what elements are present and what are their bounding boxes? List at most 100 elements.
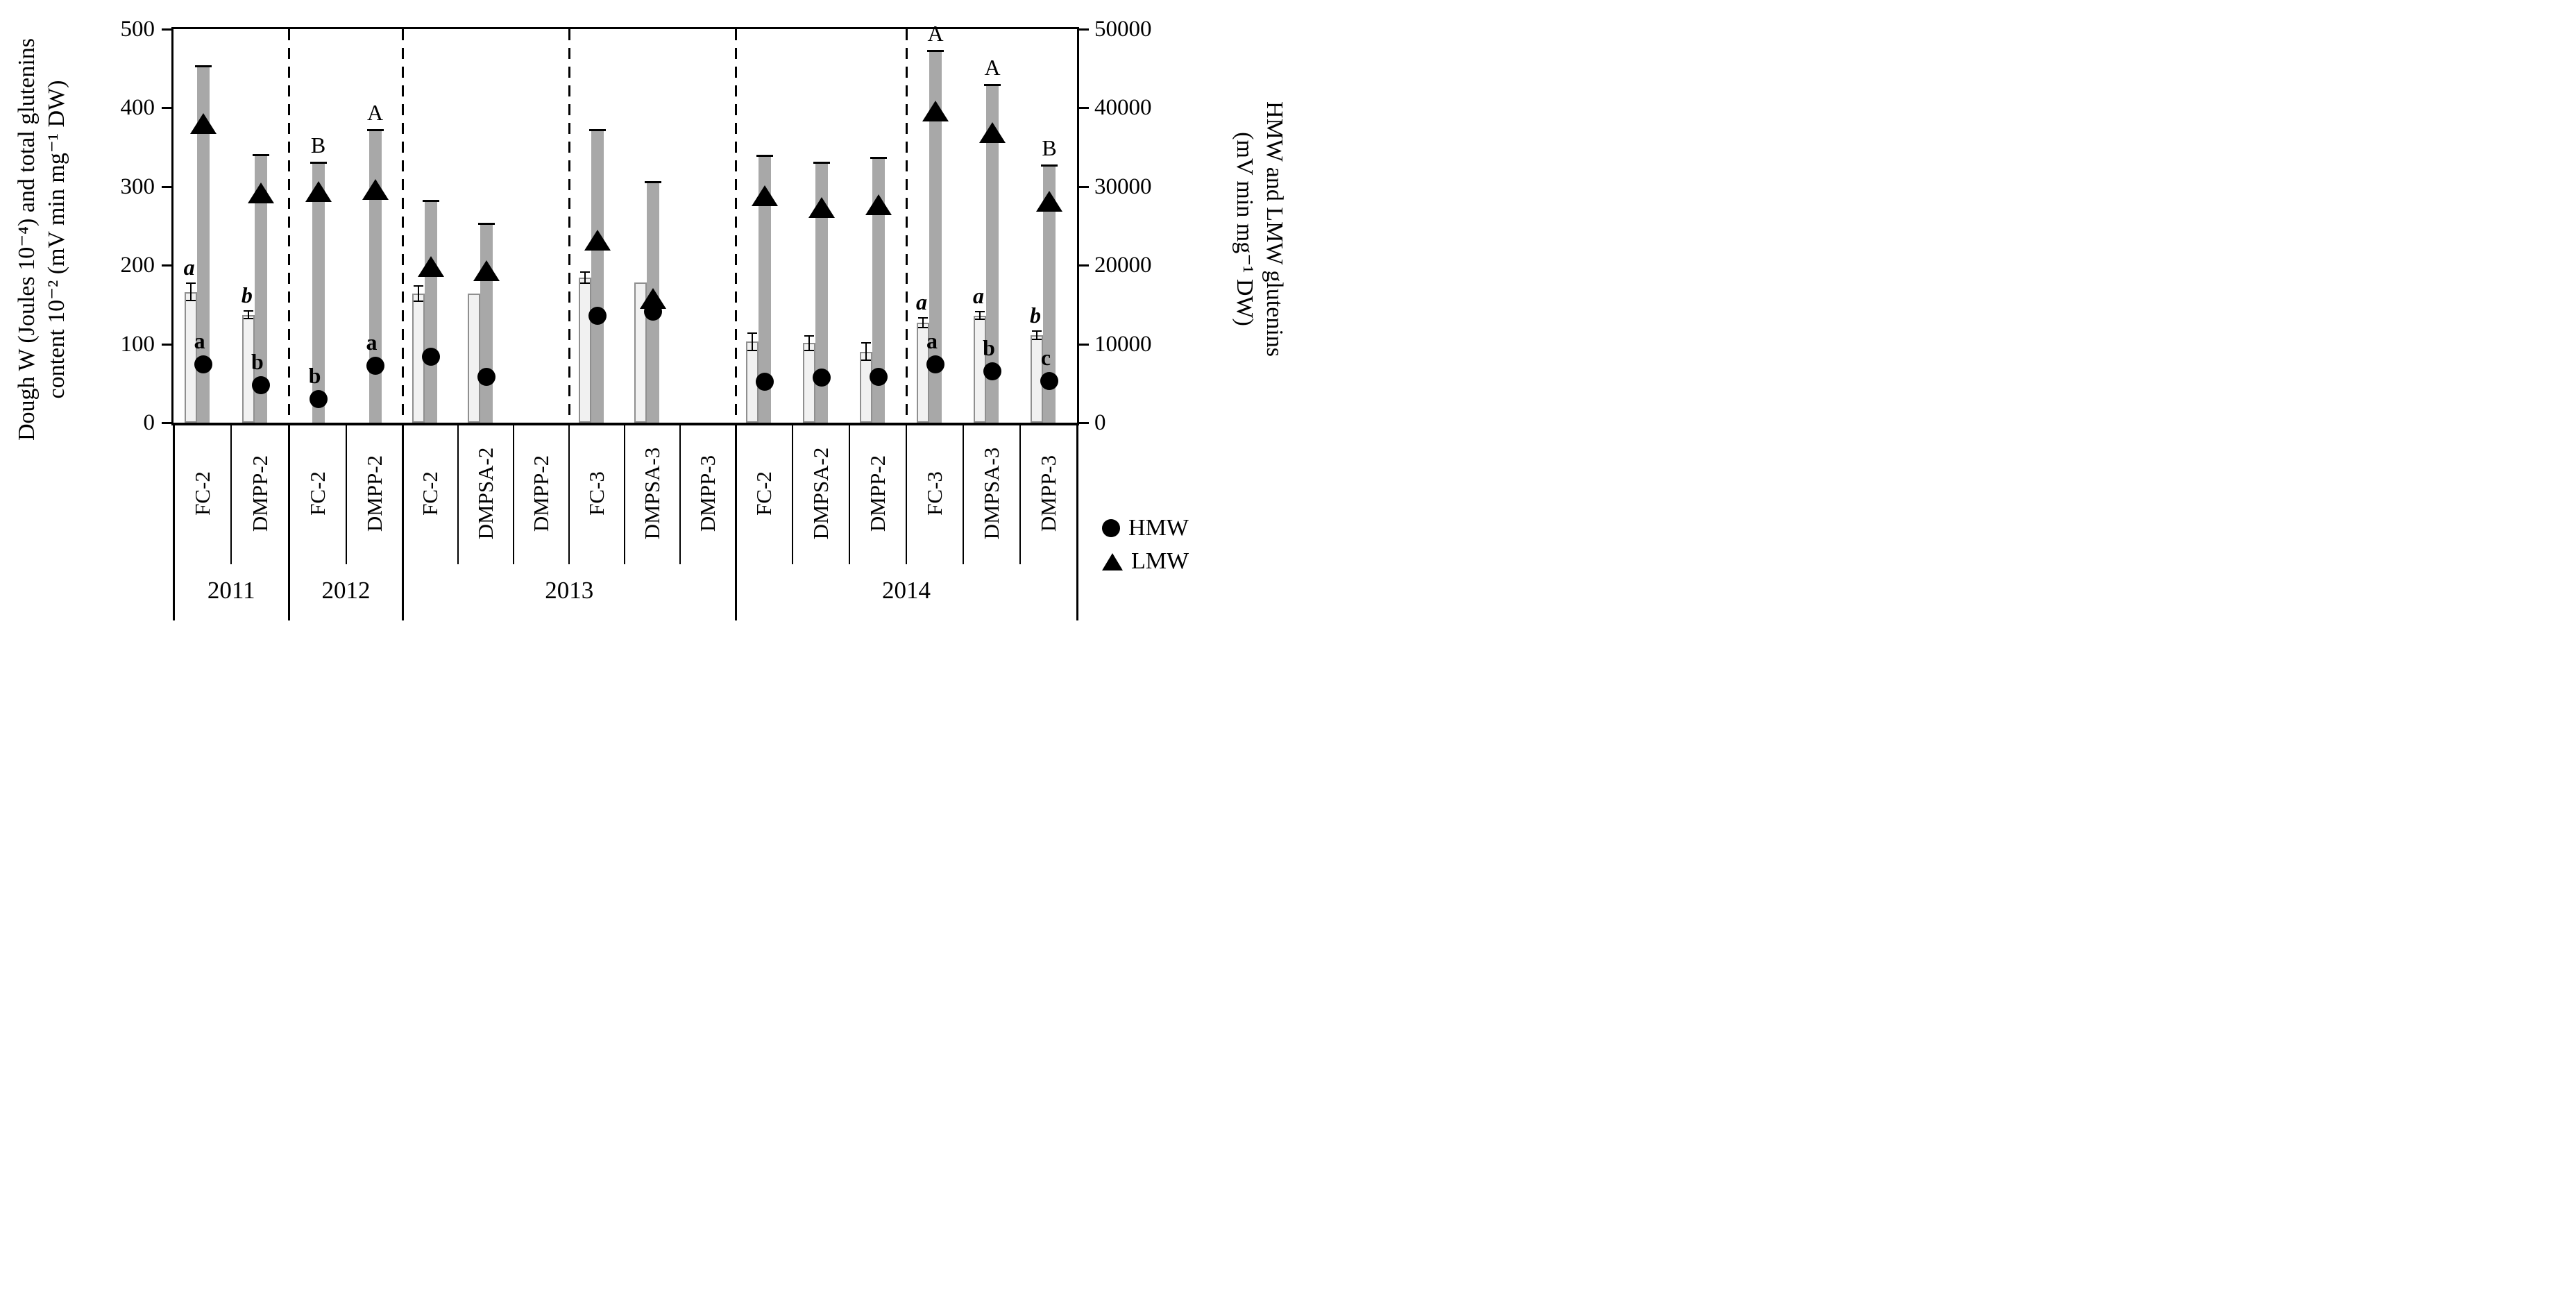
right-axis-tick	[1079, 264, 1089, 267]
lmw-marker	[865, 194, 892, 215]
error-bar	[865, 343, 867, 361]
total-glutenins-bar	[591, 129, 604, 423]
error-bar	[1036, 331, 1037, 339]
total-glutenins-bar	[480, 223, 493, 423]
year-separator	[734, 423, 737, 620]
right-axis-tick	[1079, 107, 1089, 109]
hmw-marker	[366, 357, 384, 375]
lmw-marker	[808, 197, 835, 219]
right-axis-tick-label: 0	[1094, 410, 1106, 435]
left-axis-tick-label: 500	[120, 16, 155, 42]
right-axis-tick-label: 20000	[1094, 253, 1152, 278]
category-label: DMPSA-3	[640, 447, 665, 540]
right-axis-tick-label: 40000	[1094, 95, 1152, 120]
dough-w-letter: a	[183, 255, 195, 280]
year-separator	[1076, 423, 1078, 620]
category-separator	[513, 423, 515, 564]
error-bar-cap-bottom	[1032, 338, 1042, 340]
category-label: FC-2	[305, 471, 330, 516]
legend: HMW LMW	[1102, 515, 1189, 575]
category-label: FC-2	[189, 471, 214, 516]
category-separator	[457, 423, 459, 564]
lmw-marker	[247, 182, 274, 203]
series-dashed-separator	[905, 28, 908, 423]
category-label: FC-2	[418, 471, 443, 516]
lmw-triangle-icon	[1102, 552, 1123, 570]
error-bar	[418, 285, 420, 302]
error-bar	[247, 310, 249, 319]
dough-w-bar	[579, 278, 592, 423]
left-axis-tick	[162, 264, 171, 267]
hmw-marker	[756, 372, 774, 391]
total-glutenins-letter: A	[366, 99, 384, 125]
category-label: DMPSA-2	[473, 447, 498, 540]
error-bar	[189, 283, 192, 301]
hmw-circle-icon	[1102, 519, 1120, 537]
total-glutenins-bar-cap	[310, 162, 327, 164]
left-axis-title-line1: Dough W (Joules 10⁻⁴) and total glutenin…	[14, 37, 40, 441]
year-dashed-separator	[288, 28, 290, 423]
left-axis-title-line2: content 10⁻² (mV min mg⁻¹ DW)	[44, 80, 69, 399]
lmw-marker	[189, 112, 217, 134]
legend-item-hmw: HMW	[1102, 515, 1189, 541]
error-bar-cap-bottom	[747, 349, 757, 351]
total-glutenins-bar-cap	[252, 154, 269, 157]
hmw-marker	[1040, 371, 1058, 390]
hmw-letter: a	[366, 330, 378, 355]
left-axis-tick	[162, 28, 171, 31]
error-bar-cap-top	[861, 342, 871, 344]
total-glutenins-bar	[759, 155, 771, 423]
total-glutenins-letter: B	[310, 133, 326, 158]
category-label: FC-3	[584, 471, 609, 516]
category-label: DMPSA-3	[979, 447, 1003, 540]
year-label: 2013	[545, 577, 594, 604]
hmw-marker	[926, 355, 944, 373]
error-bar-cap-bottom	[975, 319, 985, 321]
category-separator	[906, 423, 907, 564]
error-bar	[584, 272, 586, 284]
error-bar-cap-top	[580, 271, 591, 273]
category-separator	[568, 423, 570, 564]
hmw-letter: c	[1040, 344, 1051, 370]
year-dashed-separator	[402, 28, 404, 423]
hmw-letter: b	[983, 335, 995, 361]
dough-w-letter: a	[973, 282, 984, 308]
total-glutenins-bar-cap	[478, 222, 495, 225]
error-bar	[808, 336, 810, 350]
total-glutenins-bar	[929, 51, 942, 423]
total-glutenins-letter: B	[1042, 135, 1057, 160]
year-separator	[172, 423, 175, 620]
right-axis-tick	[1079, 422, 1089, 424]
total-glutenins-bar-cap	[366, 128, 384, 131]
left-axis-tick-label: 200	[120, 253, 155, 278]
hmw-letter: a	[926, 328, 938, 353]
year-dashed-separator	[734, 28, 737, 423]
total-glutenins-bar-cap	[1041, 164, 1058, 167]
lmw-marker	[584, 229, 611, 251]
dough-w-bar	[803, 343, 815, 423]
error-bar	[752, 332, 753, 350]
total-glutenins-bar-cap	[645, 180, 662, 183]
glutenins-dough-chart: 0 0 100 10000 200 20000 300 30000 400 40000 500 500…	[0, 0, 1288, 651]
error-bar-cap-bottom	[918, 326, 928, 328]
dough-w-letter: b	[1030, 303, 1041, 328]
legend-label-hmw: HMW	[1128, 515, 1189, 541]
total-glutenins-bar	[254, 155, 267, 423]
lmw-marker	[979, 122, 1006, 144]
error-bar-cap-bottom	[185, 300, 196, 302]
error-bar-cap-bottom	[804, 349, 814, 351]
total-glutenins-bar-cap	[870, 156, 887, 159]
error-bar-cap-top	[1032, 330, 1042, 332]
hmw-marker	[194, 355, 212, 373]
right-axis-tick	[1079, 343, 1089, 346]
total-glutenins-bar	[312, 162, 325, 423]
lmw-marker	[1036, 191, 1062, 212]
hmw-letter: b	[251, 348, 264, 374]
category-separator	[230, 423, 232, 564]
total-glutenins-bar	[815, 162, 828, 423]
total-glutenins-letter: A	[927, 21, 944, 46]
category-label: DMPP-3	[695, 455, 720, 532]
lmw-marker	[922, 100, 949, 121]
total-glutenins-bar-cap	[589, 128, 607, 131]
right-axis-tick	[1079, 185, 1089, 188]
